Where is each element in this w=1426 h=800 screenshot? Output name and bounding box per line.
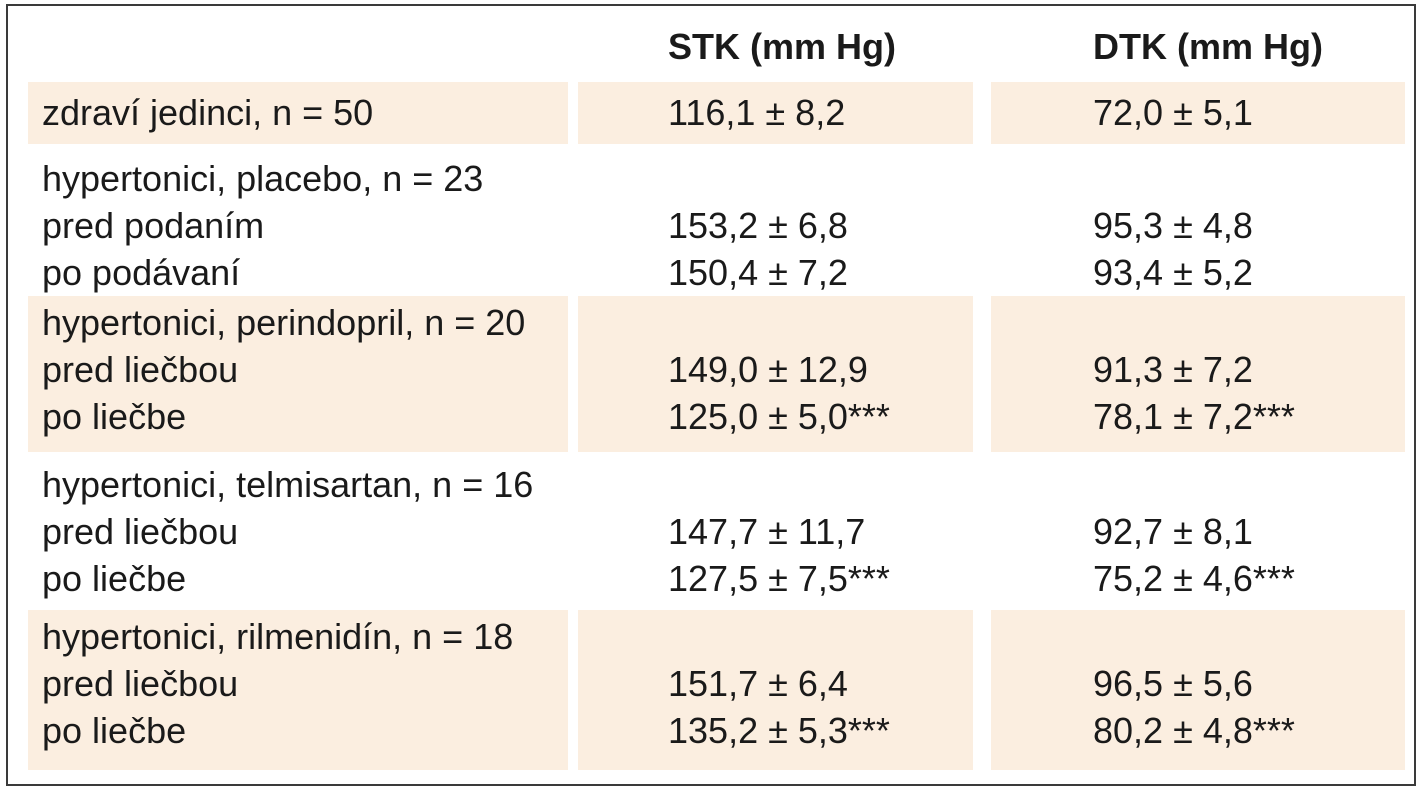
header-stk: STK (mm Hg): [668, 26, 896, 67]
sub-label: po liečbe: [42, 710, 187, 751]
dtk-value: 91,3 ± 7,2: [1093, 349, 1253, 390]
stk-value: 135,2 ± 5,3***: [668, 710, 890, 751]
dtk-value: 93,4 ± 5,2: [1093, 252, 1253, 293]
sub-label: po podávaní: [42, 252, 241, 293]
row-shade-band: [991, 610, 1405, 770]
sub-label: pred liečbou: [42, 663, 239, 704]
dtk-value: 92,7 ± 8,1: [1093, 511, 1253, 552]
row-shade-band: [578, 296, 973, 452]
group-label: hypertonici, placebo, n = 23: [42, 158, 484, 199]
dtk-value: 72,0 ± 5,1: [1093, 92, 1253, 133]
sub-label: po liečbe: [42, 396, 187, 437]
header-dtk: DTK (mm Hg): [1093, 26, 1323, 67]
stk-value: 153,2 ± 6,8: [668, 205, 848, 246]
group-label: hypertonici, telmisartan, n = 16: [42, 464, 534, 505]
dtk-value: 80,2 ± 4,8***: [1093, 710, 1295, 751]
dtk-value: 95,3 ± 4,8: [1093, 205, 1253, 246]
stk-value: 150,4 ± 7,2: [668, 252, 848, 293]
sub-label: pred liečbou: [42, 511, 239, 552]
dtk-value: 96,5 ± 5,6: [1093, 663, 1253, 704]
group-label: hypertonici, rilmenidín, n = 18: [42, 616, 514, 657]
row-shade-band: [578, 610, 973, 770]
group-label: hypertonici, perindopril, n = 20: [42, 302, 526, 343]
stk-value: 127,5 ± 7,5***: [668, 558, 890, 599]
row-shade-band: [991, 82, 1405, 144]
stk-value: 151,7 ± 6,4: [668, 663, 848, 704]
sub-label: po liečbe: [42, 558, 187, 599]
stk-value: 149,0 ± 12,9: [668, 349, 868, 390]
sub-label: pred liečbou: [42, 349, 239, 390]
row-shade-band: [28, 296, 568, 452]
dtk-value: 75,2 ± 4,6***: [1093, 558, 1295, 599]
row-shade-band: [991, 296, 1405, 452]
row-shade-band: [28, 82, 568, 144]
row-shade-band: [578, 82, 973, 144]
sub-label: pred podaním: [42, 205, 265, 246]
row-shade-band: [28, 610, 568, 770]
dtk-value: 78,1 ± 7,2***: [1093, 396, 1295, 437]
stk-value: 116,1 ± 8,2: [668, 92, 846, 133]
stk-value: 125,0 ± 5,0***: [668, 396, 890, 437]
stk-value: 147,7 ± 11,7: [668, 511, 866, 552]
table-frame: STK (mm Hg) DTK (mm Hg) zdraví jedinci, …: [6, 4, 1416, 786]
group-label: zdraví jedinci, n = 50: [42, 92, 374, 133]
